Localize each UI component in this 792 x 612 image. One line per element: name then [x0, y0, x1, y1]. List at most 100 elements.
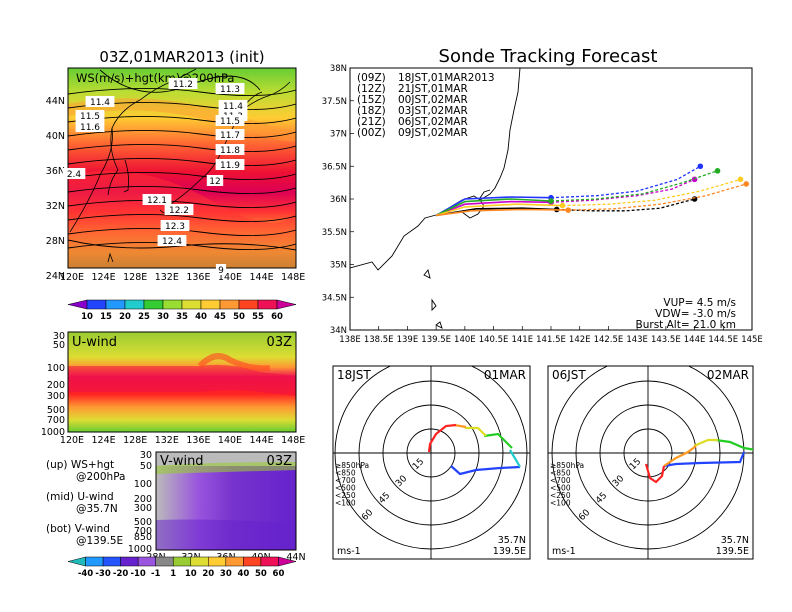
- track-lat-ticks: 38N 37.5N 37N 36.5N 36N 35.5N 35N 34.5N 34N: [322, 64, 354, 336]
- v-pressure-tick: 200: [134, 494, 152, 505]
- colorbar-swatch: [225, 556, 244, 567]
- hodograph-legend-item: <100: [335, 499, 356, 508]
- hodograph-legend-item: ≥850hPa: [550, 461, 584, 470]
- contour-line: [68, 214, 296, 222]
- colorbar-swatch: [162, 299, 183, 310]
- colorbar-label: 20: [119, 312, 131, 322]
- track-legend-text: 03JST,02MAR: [398, 105, 468, 117]
- contour-label-bg: [157, 235, 187, 246]
- track-burst-point: [565, 207, 572, 213]
- burst-alt-text: Burst Alt= 21.0 km: [636, 319, 736, 331]
- map-lon-tick: 128E: [123, 272, 147, 283]
- colorbar-label: 35: [176, 312, 188, 322]
- colorbar-label: 40: [237, 569, 249, 579]
- v-pressure-tick: 500: [134, 517, 152, 528]
- colorbar-swatch: [120, 556, 139, 567]
- u-lon-tick: 120E: [60, 435, 84, 446]
- contour-label: 12.2: [169, 206, 189, 216]
- contour-label: 11.7: [220, 131, 240, 141]
- hodograph-units: ms-1: [552, 546, 576, 557]
- contour-label: 11.4: [223, 102, 243, 112]
- v-pressure-tick: 850: [134, 532, 152, 543]
- colorbar-swatch: [260, 556, 279, 567]
- v-pressure-tick: 30: [140, 450, 152, 461]
- track-series-descent: [562, 178, 741, 207]
- contour-label: 11.9: [220, 161, 240, 171]
- track-series-ascent: [435, 203, 563, 217]
- map-lon-tick: 148E: [281, 272, 305, 283]
- panel-description: (up) WS+hgt @200hPa (mid) U-wind @35.7N …: [46, 459, 126, 547]
- contour-label-bg: [215, 115, 245, 126]
- hodograph-curve: [509, 449, 521, 468]
- track-legend-code: (15Z): [357, 94, 386, 106]
- colorbar-swatch: [137, 556, 156, 567]
- hodograph-time: 18JST: [337, 368, 371, 382]
- track-lon-tick: 143.5E: [651, 335, 681, 345]
- v-panel-time: 03Z: [267, 454, 293, 469]
- hodograph-curve: [663, 445, 697, 467]
- contour-label-bg: [160, 220, 190, 231]
- ws-colorbar: 10 15 20 25 30 35 40 45 50 55 60: [67, 299, 297, 322]
- contour-label-bg: [215, 144, 245, 155]
- u-pressure-tick: 50: [53, 340, 65, 351]
- map-lat-tick: 24N: [46, 271, 65, 282]
- contour-label: 11.3: [220, 85, 240, 95]
- track-burst-point: [559, 202, 566, 209]
- colorbar-swatch: [257, 299, 278, 310]
- contour-label-bg: [62, 168, 86, 179]
- v-pressure-tick: 300: [134, 503, 152, 514]
- colorbar-swatch: [172, 556, 192, 567]
- contour-label-bg: [142, 194, 172, 205]
- track-lon-tick: 142.5E: [594, 335, 624, 345]
- track-lon-tick: 145E: [741, 335, 763, 345]
- hodograph-lon: 139.5E: [493, 546, 526, 557]
- map-lat-ticks: 44N 40N 36N 32N 28N 24N: [46, 96, 65, 282]
- hodograph-curve: [465, 426, 487, 437]
- track-series-ascent: [435, 198, 552, 217]
- colorbar-label: 50: [233, 312, 245, 322]
- track-legend-text: 09JST,02MAR: [398, 127, 468, 139]
- map-lon-tick: 136E: [186, 272, 210, 283]
- u-pressure-tick: 30: [53, 331, 65, 342]
- track-legend-text: 00JST,02MAR: [398, 94, 468, 106]
- colorbar-label: 20: [202, 569, 214, 579]
- colorbar-swatch: [85, 556, 104, 567]
- track-series-descent: [568, 183, 747, 211]
- contour-label: 11.5: [80, 112, 100, 122]
- colorbar-label: 25: [138, 312, 150, 322]
- contour-line: [68, 172, 296, 180]
- colorbar-swatch: [143, 299, 164, 310]
- track-legend-text: 18JST,01MAR2013: [398, 72, 495, 84]
- hodograph-legend-item: <250: [335, 491, 356, 500]
- contour-label: 12: [209, 177, 220, 187]
- track-legend: (09Z) 18JST,01MAR2013 (12Z) 21JST,01MAR (15Z…: [357, 72, 495, 139]
- map-lon-ticks: 120E 124E 128E 132E 136E 140E 144E 148E: [60, 272, 305, 283]
- colorbar-label: -1: [151, 569, 161, 579]
- colorbar-label: 15: [100, 312, 112, 322]
- colorbar-swatch: [208, 556, 227, 567]
- track-lon-tick: 139.5E: [421, 335, 451, 345]
- map-label: WS(m/s)+hgt(km)@200hPa: [76, 71, 234, 85]
- colorbar-swatch: [200, 299, 221, 310]
- map-lat-tick: 36N: [46, 166, 65, 177]
- hodograph-curve: [693, 438, 718, 448]
- track-lat-tick: 37N: [330, 130, 347, 140]
- colorbar-cap: [276, 299, 297, 310]
- hodograph-time: 06JST: [552, 368, 586, 382]
- hodograph-curve: [663, 451, 746, 468]
- u-pressure-tick: 500: [47, 405, 65, 416]
- hodograph-lat: 35.7N: [498, 535, 526, 546]
- track-end-point: [714, 168, 721, 174]
- v-wind-panel: V-wind 03Z: [155, 451, 297, 551]
- track-lon-tick: 141.5E: [536, 335, 566, 345]
- colorbar-label: 10: [185, 569, 197, 579]
- map-lon-tick: 132E: [155, 272, 179, 283]
- map-lon-tick: 140E: [218, 272, 242, 283]
- track-lon-tick: 142E: [569, 335, 591, 345]
- hodograph-legend-item: <500: [335, 484, 356, 493]
- track-series-ascent: [435, 208, 569, 217]
- contour-label: 12.1: [147, 196, 167, 206]
- colorbar-swatch: [102, 556, 121, 567]
- colorbar-label: 60: [271, 312, 283, 322]
